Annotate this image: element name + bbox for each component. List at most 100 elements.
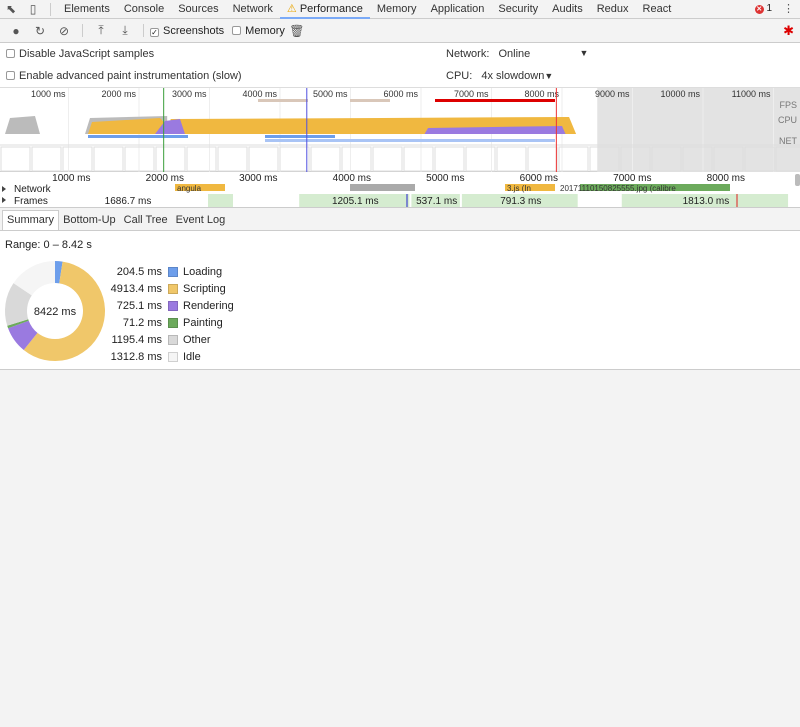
tab-label: Audits (552, 2, 583, 15)
tick-label: 9000 ms (595, 89, 630, 99)
network-request-label: 20171110150825555.jpg (calibre (560, 184, 676, 193)
net-bar (88, 135, 188, 138)
donut-total: 8422 ms (34, 306, 77, 318)
tab-bottom-up[interactable]: Bottom-Up (63, 214, 116, 226)
advanced-paint-checkbox[interactable]: Enable advanced paint instrumentation (s… (6, 70, 242, 82)
tab-performance[interactable]: ⚠ Performance (279, 0, 370, 19)
device-toolbar-icon[interactable]: ▯ (29, 2, 37, 16)
legend-item-rendering: 725.1 ms Rendering (110, 297, 234, 314)
screenshot-thumbnail (248, 146, 279, 172)
tab-application[interactable]: Application (424, 0, 492, 19)
frame-block (621, 194, 789, 207)
screenshots-label: Screenshots (163, 24, 225, 37)
legend-label: Rendering (183, 299, 234, 312)
screenshot-thumbnail (403, 146, 434, 172)
tick-label: 2000 ms (101, 89, 136, 99)
chevron-down-icon: ▼ (579, 48, 589, 58)
tab-memory[interactable]: Memory (370, 0, 424, 19)
capture-settings: Disable JavaScript samples Enable advanc… (0, 43, 800, 88)
screenshot-thumbnail (31, 146, 62, 172)
expand-arrow-icon (2, 197, 6, 203)
network-throttle-select[interactable]: Online ▼ (498, 48, 588, 60)
expand-arrow-icon (2, 186, 6, 192)
network-request (505, 184, 555, 191)
tab-elements[interactable]: Elements (57, 0, 117, 19)
save-profile-button[interactable]: ⤓ (122, 23, 128, 37)
long-task-bar (258, 99, 308, 102)
tab-react[interactable]: React (636, 0, 679, 19)
record-button[interactable]: ● (12, 23, 20, 38)
screenshot-thumbnail (496, 146, 527, 172)
tab-call-tree[interactable]: Call Tree (123, 214, 168, 226)
screenshot-thumbnail (620, 146, 651, 172)
cpu-throttle-select[interactable]: 4x slowdown▼ (481, 70, 553, 82)
track-label-net: NET (779, 136, 798, 146)
tab-label: Security (498, 2, 539, 15)
panel-tabs: Elements Console Sources Network ⚠ Performan… (57, 0, 678, 19)
legend-value: 4913.4 ms (110, 282, 162, 295)
tab-summary[interactable]: Summary (2, 210, 60, 230)
divider (143, 24, 144, 37)
tick-label: 3000 ms (239, 173, 277, 184)
tick-label: 6000 ms (520, 173, 558, 184)
tick-label: 8000 ms (524, 89, 559, 99)
tab-console[interactable]: Console (117, 0, 171, 19)
flame-chart-graph[interactable]: 1000 ms 2000 ms 3000 ms 4000 ms 5000 ms 6000 … (0, 172, 800, 208)
tick-label: 8000 ms (707, 173, 745, 184)
tab-security[interactable]: Security (491, 0, 545, 19)
screenshots-checkbox[interactable]: ✓ Screenshots (150, 25, 224, 37)
capture-settings-gear-icon[interactable]: ✱ (783, 23, 794, 38)
frame-block (208, 194, 233, 207)
tab-sources[interactable]: Sources (171, 0, 225, 19)
tick-label: 6000 ms (383, 89, 418, 99)
disable-js-samples-checkbox[interactable]: Disable JavaScript samples (6, 48, 154, 60)
tab-event-log[interactable]: Event Log (175, 214, 226, 226)
frames-track-label: Frames (14, 196, 48, 207)
scrollbar-thumb[interactable] (795, 174, 800, 186)
legend-value: 71.2 ms (122, 316, 162, 329)
tab-redux[interactable]: Redux (590, 0, 636, 19)
range-label: Range: 0 – 8.42 s (5, 239, 92, 251)
frame-duration: 1813.0 ms (683, 196, 730, 207)
screenshot-thumbnail (434, 146, 465, 172)
flame-chart[interactable]: 1000 ms 2000 ms 3000 ms 4000 ms 5000 ms 6000 … (0, 172, 800, 208)
tab-audits[interactable]: Audits (545, 0, 590, 19)
screenshot-thumbnail (682, 146, 713, 172)
legend-label: Idle (183, 350, 201, 363)
screenshot-thumbnail (62, 146, 93, 172)
memory-checkbox[interactable]: Memory (232, 25, 285, 37)
cpu-scripting (88, 118, 175, 134)
timeline-overview[interactable]: 1000 ms 2000 ms 3000 ms 4000 ms 5000 ms 6000 … (0, 88, 800, 172)
tick-label: 11000 ms (732, 89, 771, 99)
chevron-down-icon: ▼ (544, 71, 554, 81)
screenshot-thumbnail (744, 146, 775, 172)
legend-label: Painting (183, 316, 223, 329)
more-options-icon[interactable]: ⋮ (783, 3, 794, 15)
error-badge[interactable]: ✕ 1 (754, 3, 772, 14)
checkbox-unchecked-icon (6, 49, 15, 58)
frame-block (461, 194, 578, 207)
legend-swatch (168, 300, 178, 311)
devtools-tabbar: ⬉ ▯ Elements Console Sources Network ⚠ Perfo… (0, 0, 800, 19)
tab-label: Application (430, 2, 485, 15)
donut-slice-other (4, 283, 32, 326)
load-profile-button[interactable]: ⤒ (98, 23, 104, 37)
tab-network[interactable]: Network (226, 0, 280, 19)
tab-label: Memory (376, 2, 417, 15)
legend-swatch (168, 334, 178, 345)
overview-graph[interactable]: 1000 ms 2000 ms 3000 ms 4000 ms 5000 ms 6000 … (0, 88, 800, 172)
reload-record-button[interactable]: ↻ (34, 23, 46, 38)
inspect-element-icon[interactable]: ⬉ (5, 2, 17, 16)
donut-slice-painting (7, 319, 29, 329)
checkbox-unchecked-icon (232, 25, 242, 35)
donut-slice-loading (55, 261, 63, 284)
clear-button[interactable]: ⊘ (58, 23, 70, 38)
tab-label: Console (123, 2, 165, 15)
cpu-other (5, 116, 40, 134)
memory-label: Memory (245, 24, 285, 37)
cpu-rendering (424, 126, 566, 134)
tick-label: 4000 ms (333, 173, 371, 184)
trash-icon[interactable]: 🗑 (289, 23, 305, 38)
legend-label: Scripting (183, 282, 226, 295)
net-bar (265, 139, 555, 142)
